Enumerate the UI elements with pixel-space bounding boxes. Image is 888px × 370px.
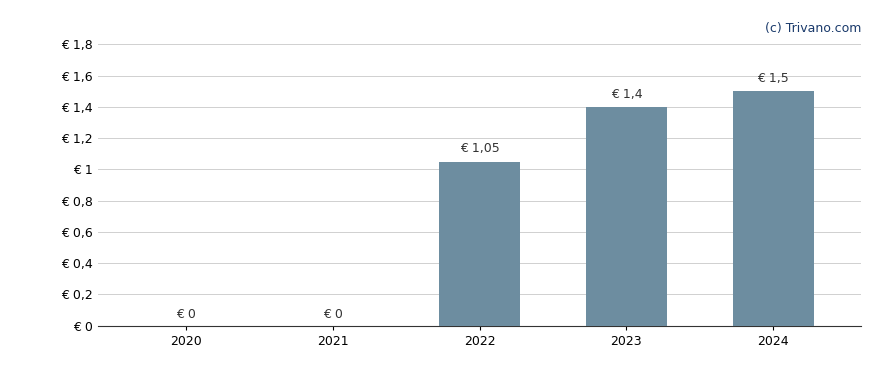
Bar xyxy=(440,162,519,326)
Text: € 0: € 0 xyxy=(322,308,343,321)
Text: € 1,05: € 1,05 xyxy=(460,142,499,155)
Text: (c) Trivano.com: (c) Trivano.com xyxy=(765,22,861,35)
Bar xyxy=(586,107,667,326)
Text: € 0: € 0 xyxy=(176,308,195,321)
Text: € 1,4: € 1,4 xyxy=(611,88,642,101)
Bar xyxy=(733,91,813,326)
Text: € 1,5: € 1,5 xyxy=(757,72,789,85)
